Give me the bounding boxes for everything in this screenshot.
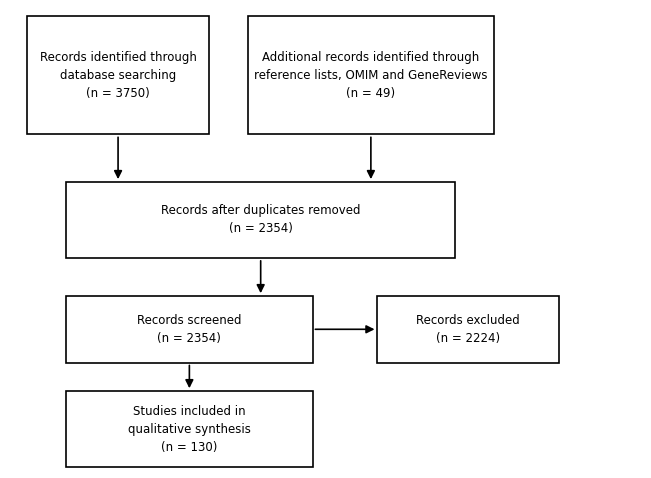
FancyBboxPatch shape (66, 391, 312, 467)
Text: Records excluded
(n = 2224): Records excluded (n = 2224) (416, 314, 520, 345)
FancyBboxPatch shape (66, 182, 455, 258)
FancyBboxPatch shape (27, 16, 209, 134)
FancyBboxPatch shape (248, 16, 494, 134)
Text: Studies included in
qualitative synthesis
(n = 130): Studies included in qualitative synthesi… (128, 404, 251, 454)
Text: Records after duplicates removed
(n = 2354): Records after duplicates removed (n = 23… (161, 205, 361, 236)
FancyBboxPatch shape (66, 296, 312, 362)
Text: Records screened
(n = 2354): Records screened (n = 2354) (137, 314, 242, 345)
FancyBboxPatch shape (378, 296, 559, 362)
Text: Records identified through
database searching
(n = 3750): Records identified through database sear… (40, 51, 197, 99)
Text: Additional records identified through
reference lists, OMIM and GeneReviews
(n =: Additional records identified through re… (254, 51, 488, 99)
